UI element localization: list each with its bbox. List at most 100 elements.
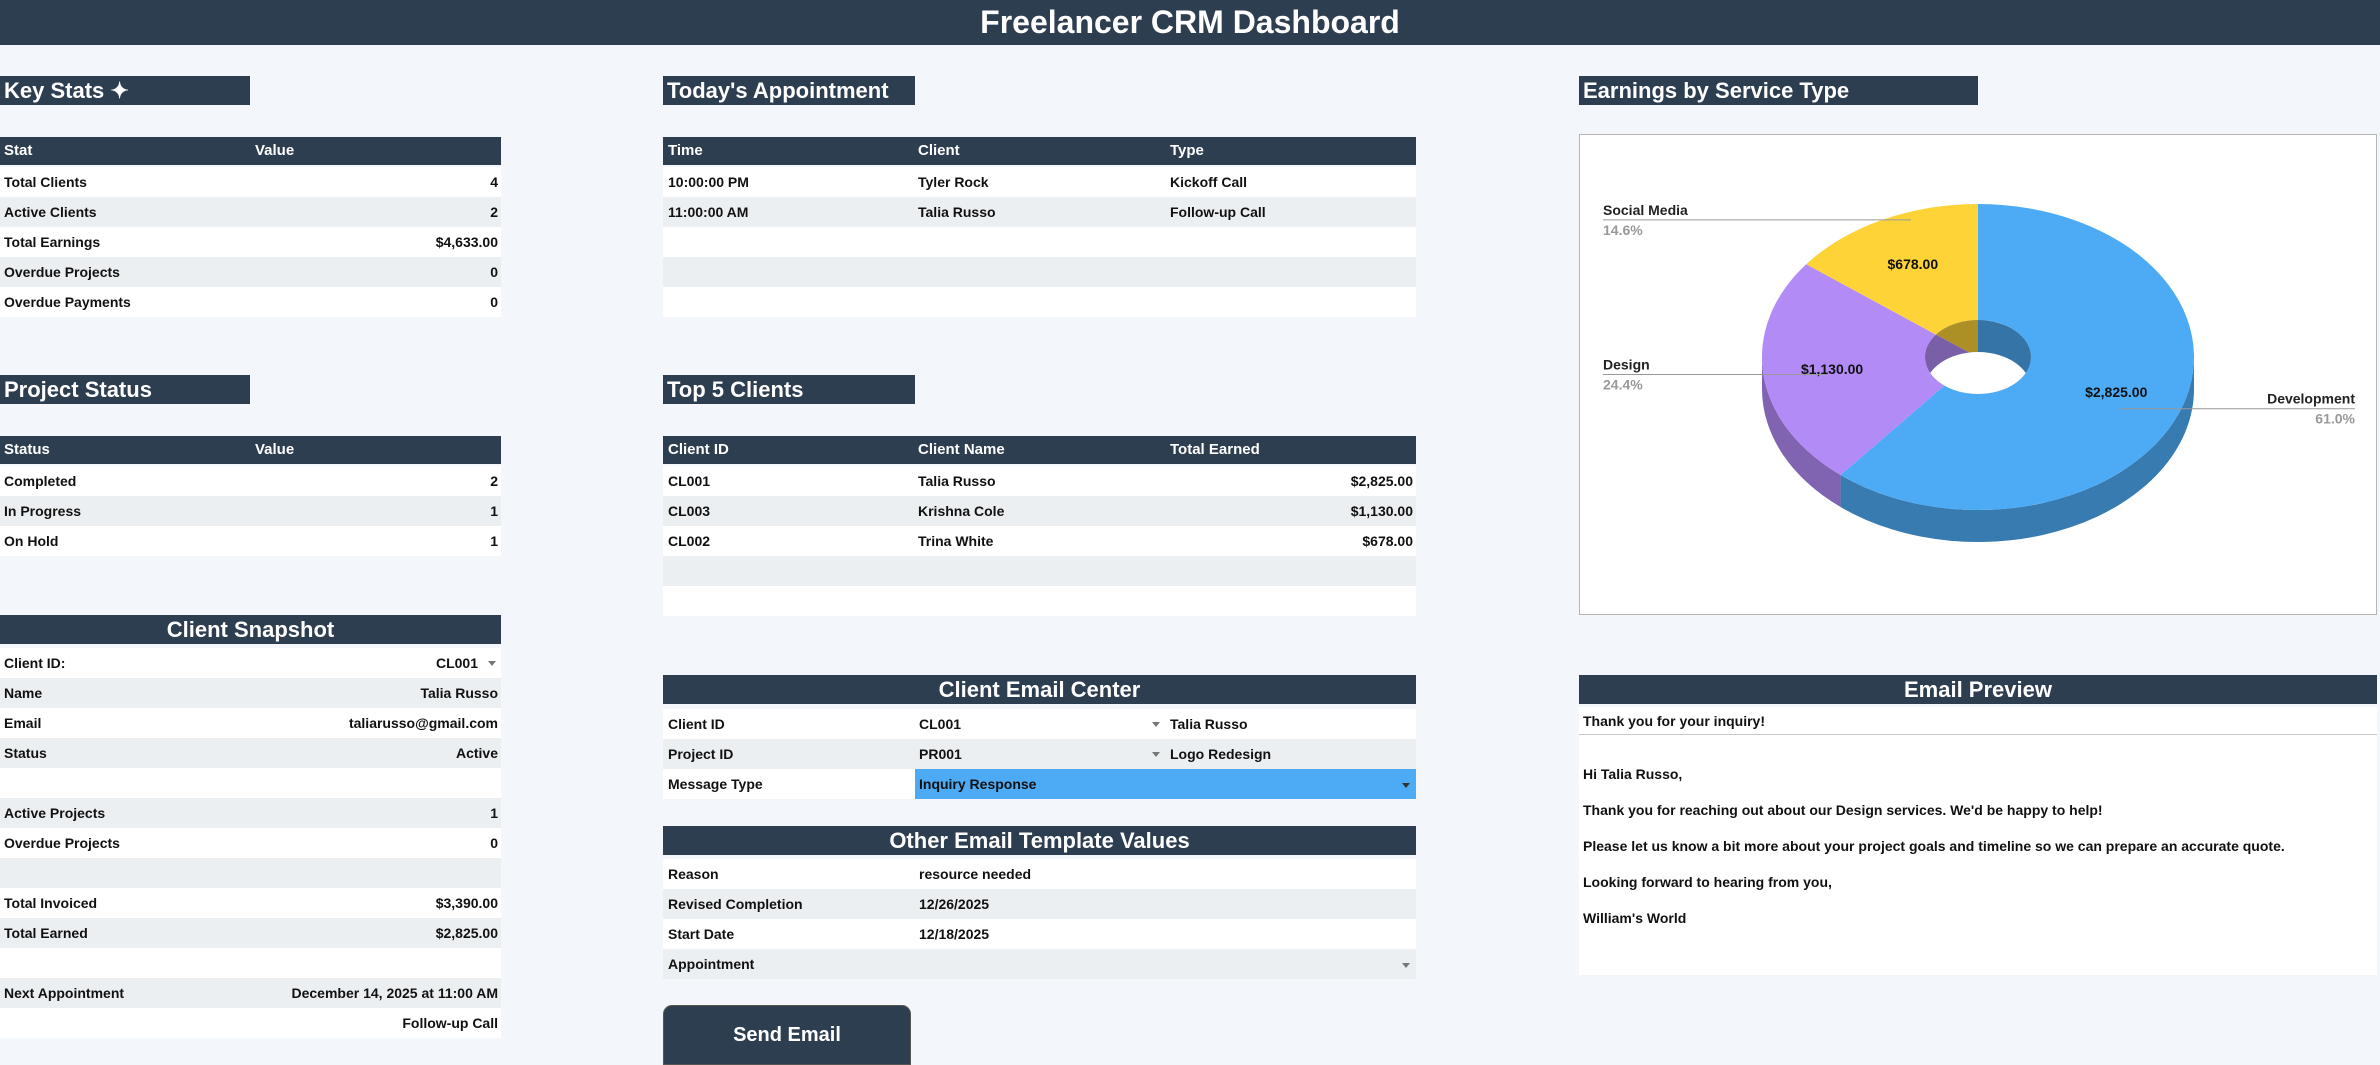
table-header: [663, 436, 1416, 464]
section-title-box: [1579, 675, 2377, 704]
table-row: [0, 828, 501, 858]
field-value: 12/18/2025: [919, 926, 990, 942]
table-row: [0, 768, 501, 798]
field-label: Status: [4, 745, 47, 761]
table-cell: Kickoff Call: [1170, 174, 1248, 190]
section-title-box: [0, 375, 250, 404]
dropdown-arrow[interactable]: [488, 661, 496, 666]
table-cell: $2,825.00: [1350, 473, 1413, 489]
column-header: Value: [255, 441, 295, 458]
dropdown-arrow[interactable]: [1152, 752, 1160, 757]
table-header: [0, 137, 501, 165]
table-cell: 4: [490, 174, 498, 190]
table-row: [0, 526, 501, 556]
table-row: [0, 888, 501, 918]
table-row: [0, 227, 501, 257]
table-row: [663, 257, 1416, 287]
table-row: [663, 949, 1416, 979]
table-row: [663, 889, 1416, 919]
section-title-box: [663, 826, 1416, 855]
email-line: Thank you for reaching out about our Des…: [1583, 802, 2103, 818]
table-row: [663, 197, 1416, 227]
field-value: Talia Russo: [1170, 716, 1248, 732]
table-row: [0, 918, 501, 948]
email-line: Looking forward to hearing from you,: [1583, 874, 1832, 890]
table-row: [663, 526, 1416, 556]
table-row: [0, 708, 501, 738]
field-label: Message Type: [668, 776, 763, 792]
field-label: Appointment: [668, 956, 755, 972]
column-header: Stat: [4, 142, 33, 159]
table-row: [663, 496, 1416, 526]
field-label: Total Invoiced: [4, 895, 98, 911]
table-cell: Trina White: [918, 533, 994, 549]
column-header: Client ID: [668, 441, 729, 458]
column-header: Client Name: [918, 441, 1005, 458]
table-cell: Active Clients: [4, 204, 97, 220]
table-row: [0, 167, 501, 197]
field-value: Talia Russo: [420, 685, 498, 701]
section-title-box: [663, 675, 1416, 704]
dropdown-arrow[interactable]: [1152, 722, 1160, 727]
table-row: [663, 556, 1416, 586]
field-value: CL001: [919, 716, 962, 732]
email-line: Please let us know a bit more about your…: [1583, 838, 2285, 854]
table-cell: 2: [490, 204, 498, 220]
table-cell: Overdue Projects: [4, 264, 120, 280]
section-title: Email Preview: [1904, 677, 2052, 702]
section-title: Earnings by Service Type: [1583, 78, 1850, 103]
field-value: taliarusso@gmail.com: [348, 715, 498, 731]
table-cell: CL001: [668, 473, 711, 489]
table-cell: $678.00: [1362, 533, 1413, 549]
column-header: Status: [4, 441, 50, 458]
column-header: Type: [1170, 142, 1204, 159]
field-label: Name: [4, 685, 43, 701]
table-cell: $1,130.00: [1350, 503, 1413, 519]
field-value: 1: [490, 805, 498, 821]
selected-dropdown[interactable]: [915, 769, 1416, 799]
table-row: [0, 1008, 501, 1038]
table-cell: Overdue Payments: [4, 294, 131, 310]
table-header: [0, 436, 501, 464]
section-title: Other Email Template Values: [889, 828, 1190, 853]
field-value: 0: [490, 835, 498, 851]
table-cell: On Hold: [4, 533, 59, 549]
table-cell: Talia Russo: [918, 473, 996, 489]
table-cell: 1: [490, 503, 498, 519]
field-value: PR001: [919, 746, 962, 762]
table-row: [0, 738, 501, 768]
section-title: Client Email Center: [938, 677, 1141, 702]
table-cell: 0: [490, 264, 498, 280]
section-title: Project Status: [4, 377, 152, 402]
table-cell: 11:00:00 AM: [668, 204, 749, 220]
section-title: Client Snapshot: [166, 617, 335, 642]
field-label: Revised Completion: [668, 896, 803, 912]
table-row: [0, 948, 501, 978]
table-cell: Talia Russo: [918, 204, 996, 220]
table-row: [0, 678, 501, 708]
field-value: $3,390.00: [435, 895, 498, 911]
field-value: Logo Redesign: [1170, 746, 1272, 762]
table-cell: Total Clients: [4, 174, 87, 190]
table-row: [663, 227, 1416, 257]
field-value: resource needed: [919, 866, 1032, 882]
section-title: Today's Appointment: [667, 78, 889, 103]
email-body: [1579, 735, 2377, 975]
table-row: [0, 858, 501, 888]
section-title-box: [0, 615, 501, 644]
table-cell: CL002: [668, 533, 711, 549]
dropdown-arrow[interactable]: [1402, 783, 1410, 788]
dropdown-arrow[interactable]: [1402, 963, 1410, 968]
table-cell: 0: [490, 294, 498, 310]
table-cell: 1: [490, 533, 498, 549]
page-title: Freelancer CRM Dashboard: [980, 4, 1400, 40]
section-title-box: [663, 375, 915, 404]
table-row: [663, 466, 1416, 496]
field-value: $2,825.00: [435, 925, 498, 941]
field-label: Overdue Projects: [4, 835, 120, 851]
subject-row: [1579, 707, 2377, 735]
table-cell: In Progress: [4, 503, 82, 519]
email-line: Hi Talia Russo,: [1583, 766, 1683, 782]
